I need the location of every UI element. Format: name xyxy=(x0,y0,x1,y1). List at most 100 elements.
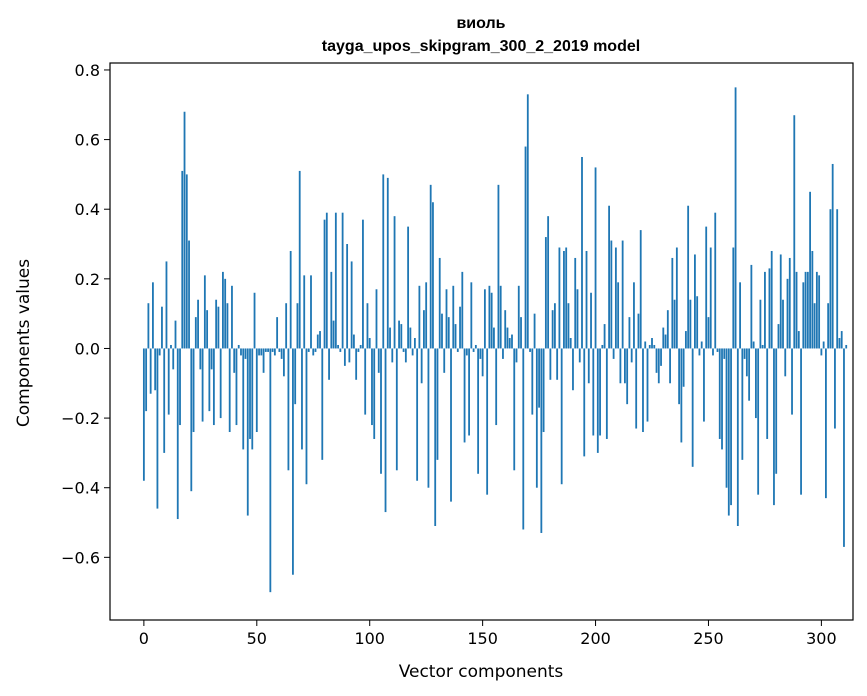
bar xyxy=(425,282,428,349)
bar xyxy=(831,163,834,349)
bar xyxy=(624,348,626,384)
y-tick-label: 0.2 xyxy=(75,270,100,289)
bar xyxy=(190,348,193,492)
bar xyxy=(319,331,321,349)
bar xyxy=(273,348,276,356)
bar xyxy=(233,348,236,373)
bar xyxy=(603,324,606,349)
bar xyxy=(251,348,254,450)
y-tick-label: 0.4 xyxy=(75,200,100,219)
bar xyxy=(332,320,335,349)
bar xyxy=(203,275,206,349)
bar xyxy=(682,348,685,387)
bar xyxy=(472,348,475,352)
bar xyxy=(441,313,443,349)
bar xyxy=(443,348,446,373)
y-tick-label: 0.6 xyxy=(75,131,100,150)
bar xyxy=(684,331,687,349)
bar xyxy=(289,250,292,349)
bar xyxy=(590,292,592,349)
bar xyxy=(310,275,312,349)
bar xyxy=(296,303,299,349)
bar xyxy=(655,348,658,373)
bar xyxy=(721,348,723,450)
bar xyxy=(402,348,405,352)
bar xyxy=(303,275,306,349)
bar xyxy=(712,348,714,356)
bar xyxy=(423,310,425,349)
bar xyxy=(183,111,186,349)
bar xyxy=(752,341,755,349)
bar xyxy=(626,348,629,405)
bar xyxy=(813,303,816,349)
bar xyxy=(739,282,741,349)
bar xyxy=(307,348,310,352)
bar xyxy=(418,285,421,349)
bar xyxy=(323,219,326,349)
bar xyxy=(601,344,604,349)
bar xyxy=(152,282,154,349)
bar xyxy=(639,230,642,349)
bar xyxy=(416,348,419,481)
bar xyxy=(226,303,229,349)
bar xyxy=(797,331,800,349)
bar xyxy=(513,348,516,471)
bar xyxy=(197,299,199,349)
bar xyxy=(786,278,789,349)
bar xyxy=(364,348,367,415)
bar xyxy=(822,341,825,349)
bar xyxy=(829,209,832,349)
bar xyxy=(535,348,538,488)
bar xyxy=(459,306,461,349)
bar xyxy=(698,348,701,356)
bar xyxy=(276,317,279,349)
bar xyxy=(219,348,222,419)
bar xyxy=(802,282,805,349)
bar xyxy=(348,348,351,363)
y-tick-label: −0.4 xyxy=(61,479,100,498)
bar xyxy=(287,348,290,471)
bar xyxy=(366,303,369,349)
bar xyxy=(362,219,364,349)
bar xyxy=(481,348,484,377)
bar xyxy=(511,334,513,349)
bar xyxy=(504,310,507,349)
bar xyxy=(678,348,681,405)
bar xyxy=(664,334,667,349)
bar xyxy=(608,205,610,349)
bar xyxy=(734,87,737,349)
bar xyxy=(551,310,554,349)
bar xyxy=(355,348,358,380)
bar xyxy=(495,348,498,426)
bar xyxy=(395,348,398,471)
bar xyxy=(192,348,195,433)
bar xyxy=(224,278,227,349)
bar xyxy=(454,324,457,349)
bar xyxy=(389,327,391,349)
bar xyxy=(271,348,274,352)
bar xyxy=(574,257,577,349)
bar xyxy=(185,174,188,349)
bar xyxy=(696,296,699,349)
bar xyxy=(646,348,649,422)
bar xyxy=(806,271,809,349)
bar xyxy=(592,348,595,436)
bar xyxy=(468,348,470,436)
bar xyxy=(581,156,583,349)
bar xyxy=(156,348,159,509)
bar xyxy=(671,257,674,349)
bar xyxy=(334,212,337,349)
bar xyxy=(572,348,574,391)
bar xyxy=(176,348,179,520)
bar xyxy=(788,257,791,349)
bar xyxy=(809,191,811,349)
bar xyxy=(804,271,807,349)
bar xyxy=(208,348,211,412)
x-tick-label: 250 xyxy=(693,629,724,648)
bar xyxy=(201,348,204,422)
bar xyxy=(587,348,590,384)
bar xyxy=(407,226,410,349)
bar xyxy=(748,348,751,401)
bar xyxy=(673,299,676,349)
bar xyxy=(217,306,220,349)
